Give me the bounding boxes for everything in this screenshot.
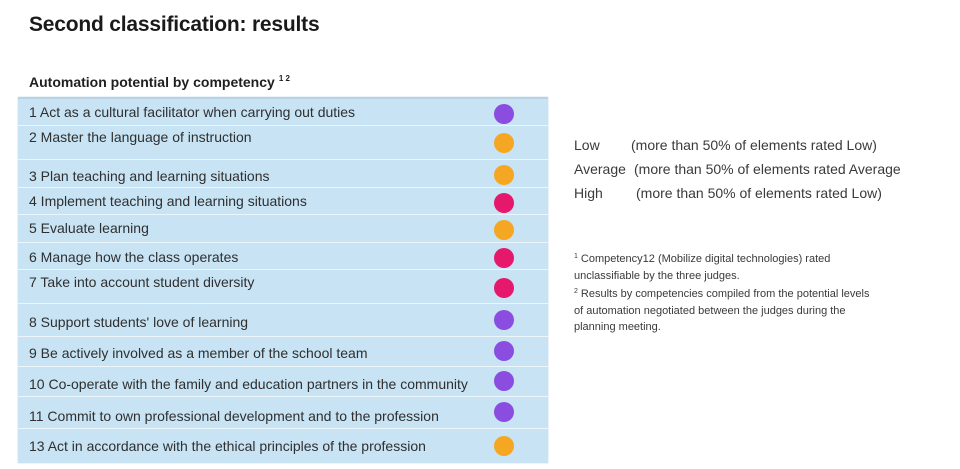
competency-label: 13 Act in accordance with the ethical pr… — [29, 438, 426, 454]
automation-level-dot — [494, 104, 514, 124]
competency-label: 4 Implement teaching and learning situat… — [29, 193, 307, 209]
automation-level-dot — [494, 436, 514, 456]
competency-label: 9 Be actively involved as a member of th… — [29, 345, 368, 361]
competency-label: 11 Commit to own professional developmen… — [29, 408, 439, 424]
competency-row: 2 Master the language of instruction — [18, 125, 548, 160]
automation-level-dot — [494, 193, 514, 213]
competency-row: 7 Take into account student diversity — [18, 269, 548, 304]
competency-row: 6 Manage how the class operates — [18, 242, 548, 270]
competency-row: 8 Support students' love of learning — [18, 303, 548, 337]
competency-row: 13 Act in accordance with the ethical pr… — [18, 428, 548, 464]
competency-row: 4 Implement teaching and learning situat… — [18, 187, 548, 215]
footnote-text: Competency12 (Mobilize digital technolog… — [574, 253, 831, 282]
footnote-marker: 2 — [574, 288, 578, 295]
automation-level-dot — [494, 133, 514, 153]
automation-level-dot — [494, 165, 514, 185]
page-title: Second classification: results — [29, 13, 320, 36]
competency-row: 5 Evaluate learning — [18, 214, 548, 243]
automation-level-dot — [494, 402, 514, 422]
competency-label: 10 Co-operate with the family and educat… — [29, 376, 468, 392]
footnote: 2 Results by competencies compiled from t… — [574, 284, 874, 336]
automation-level-dot — [494, 310, 514, 330]
competency-row: 9 Be actively involved as a member of th… — [18, 336, 548, 367]
legend-term: High — [574, 185, 603, 201]
competency-row: 3 Plan teaching and learning situations — [18, 159, 548, 188]
legend-term: Average — [574, 161, 626, 177]
competency-label: 5 Evaluate learning — [29, 220, 149, 236]
footnotes: 1 Competency12 (Mobilize digital technolo… — [574, 249, 874, 336]
legend-description: (more than 50% of elements rated Average — [634, 161, 901, 177]
automation-level-dot — [494, 248, 514, 268]
competency-label: 8 Support students' love of learning — [29, 314, 249, 330]
competency-row: 11 Commit to own professional developmen… — [18, 396, 548, 429]
subtitle-footnote-refs: 1 2 — [278, 74, 290, 83]
competency-label: 1 Act as a cultural facilitator when car… — [29, 104, 356, 120]
competency-table: 1 Act as a cultural facilitator when car… — [18, 97, 548, 464]
competency-label: 3 Plan teaching and learning situations — [29, 168, 270, 184]
automation-level-dot — [494, 341, 514, 361]
automation-level-dot — [494, 278, 514, 298]
table-subtitle: Automation potential by competency 1 2 — [29, 74, 290, 90]
legend-description: (more than 50% of elements rated Low) — [631, 137, 877, 153]
footnote: 1 Competency12 (Mobilize digital technolo… — [574, 249, 874, 284]
competency-label: 6 Manage how the class operates — [29, 249, 239, 265]
competency-label: 2 Master the language of instruction — [29, 129, 252, 145]
footnote-marker: 1 — [574, 253, 578, 260]
subtitle-text: Automation potential by competency — [29, 74, 275, 90]
legend-description: (more than 50% of elements rated Low) — [636, 185, 882, 201]
competency-label: 7 Take into account student diversity — [29, 274, 255, 290]
automation-level-dot — [494, 371, 514, 391]
legend-term: Low — [574, 137, 600, 153]
competency-row: 1 Act as a cultural facilitator when car… — [18, 99, 548, 126]
footnote-text: Results by competencies compiled from th… — [574, 288, 870, 333]
automation-level-dot — [494, 220, 514, 240]
competency-row: 10 Co-operate with the family and educat… — [18, 366, 548, 397]
